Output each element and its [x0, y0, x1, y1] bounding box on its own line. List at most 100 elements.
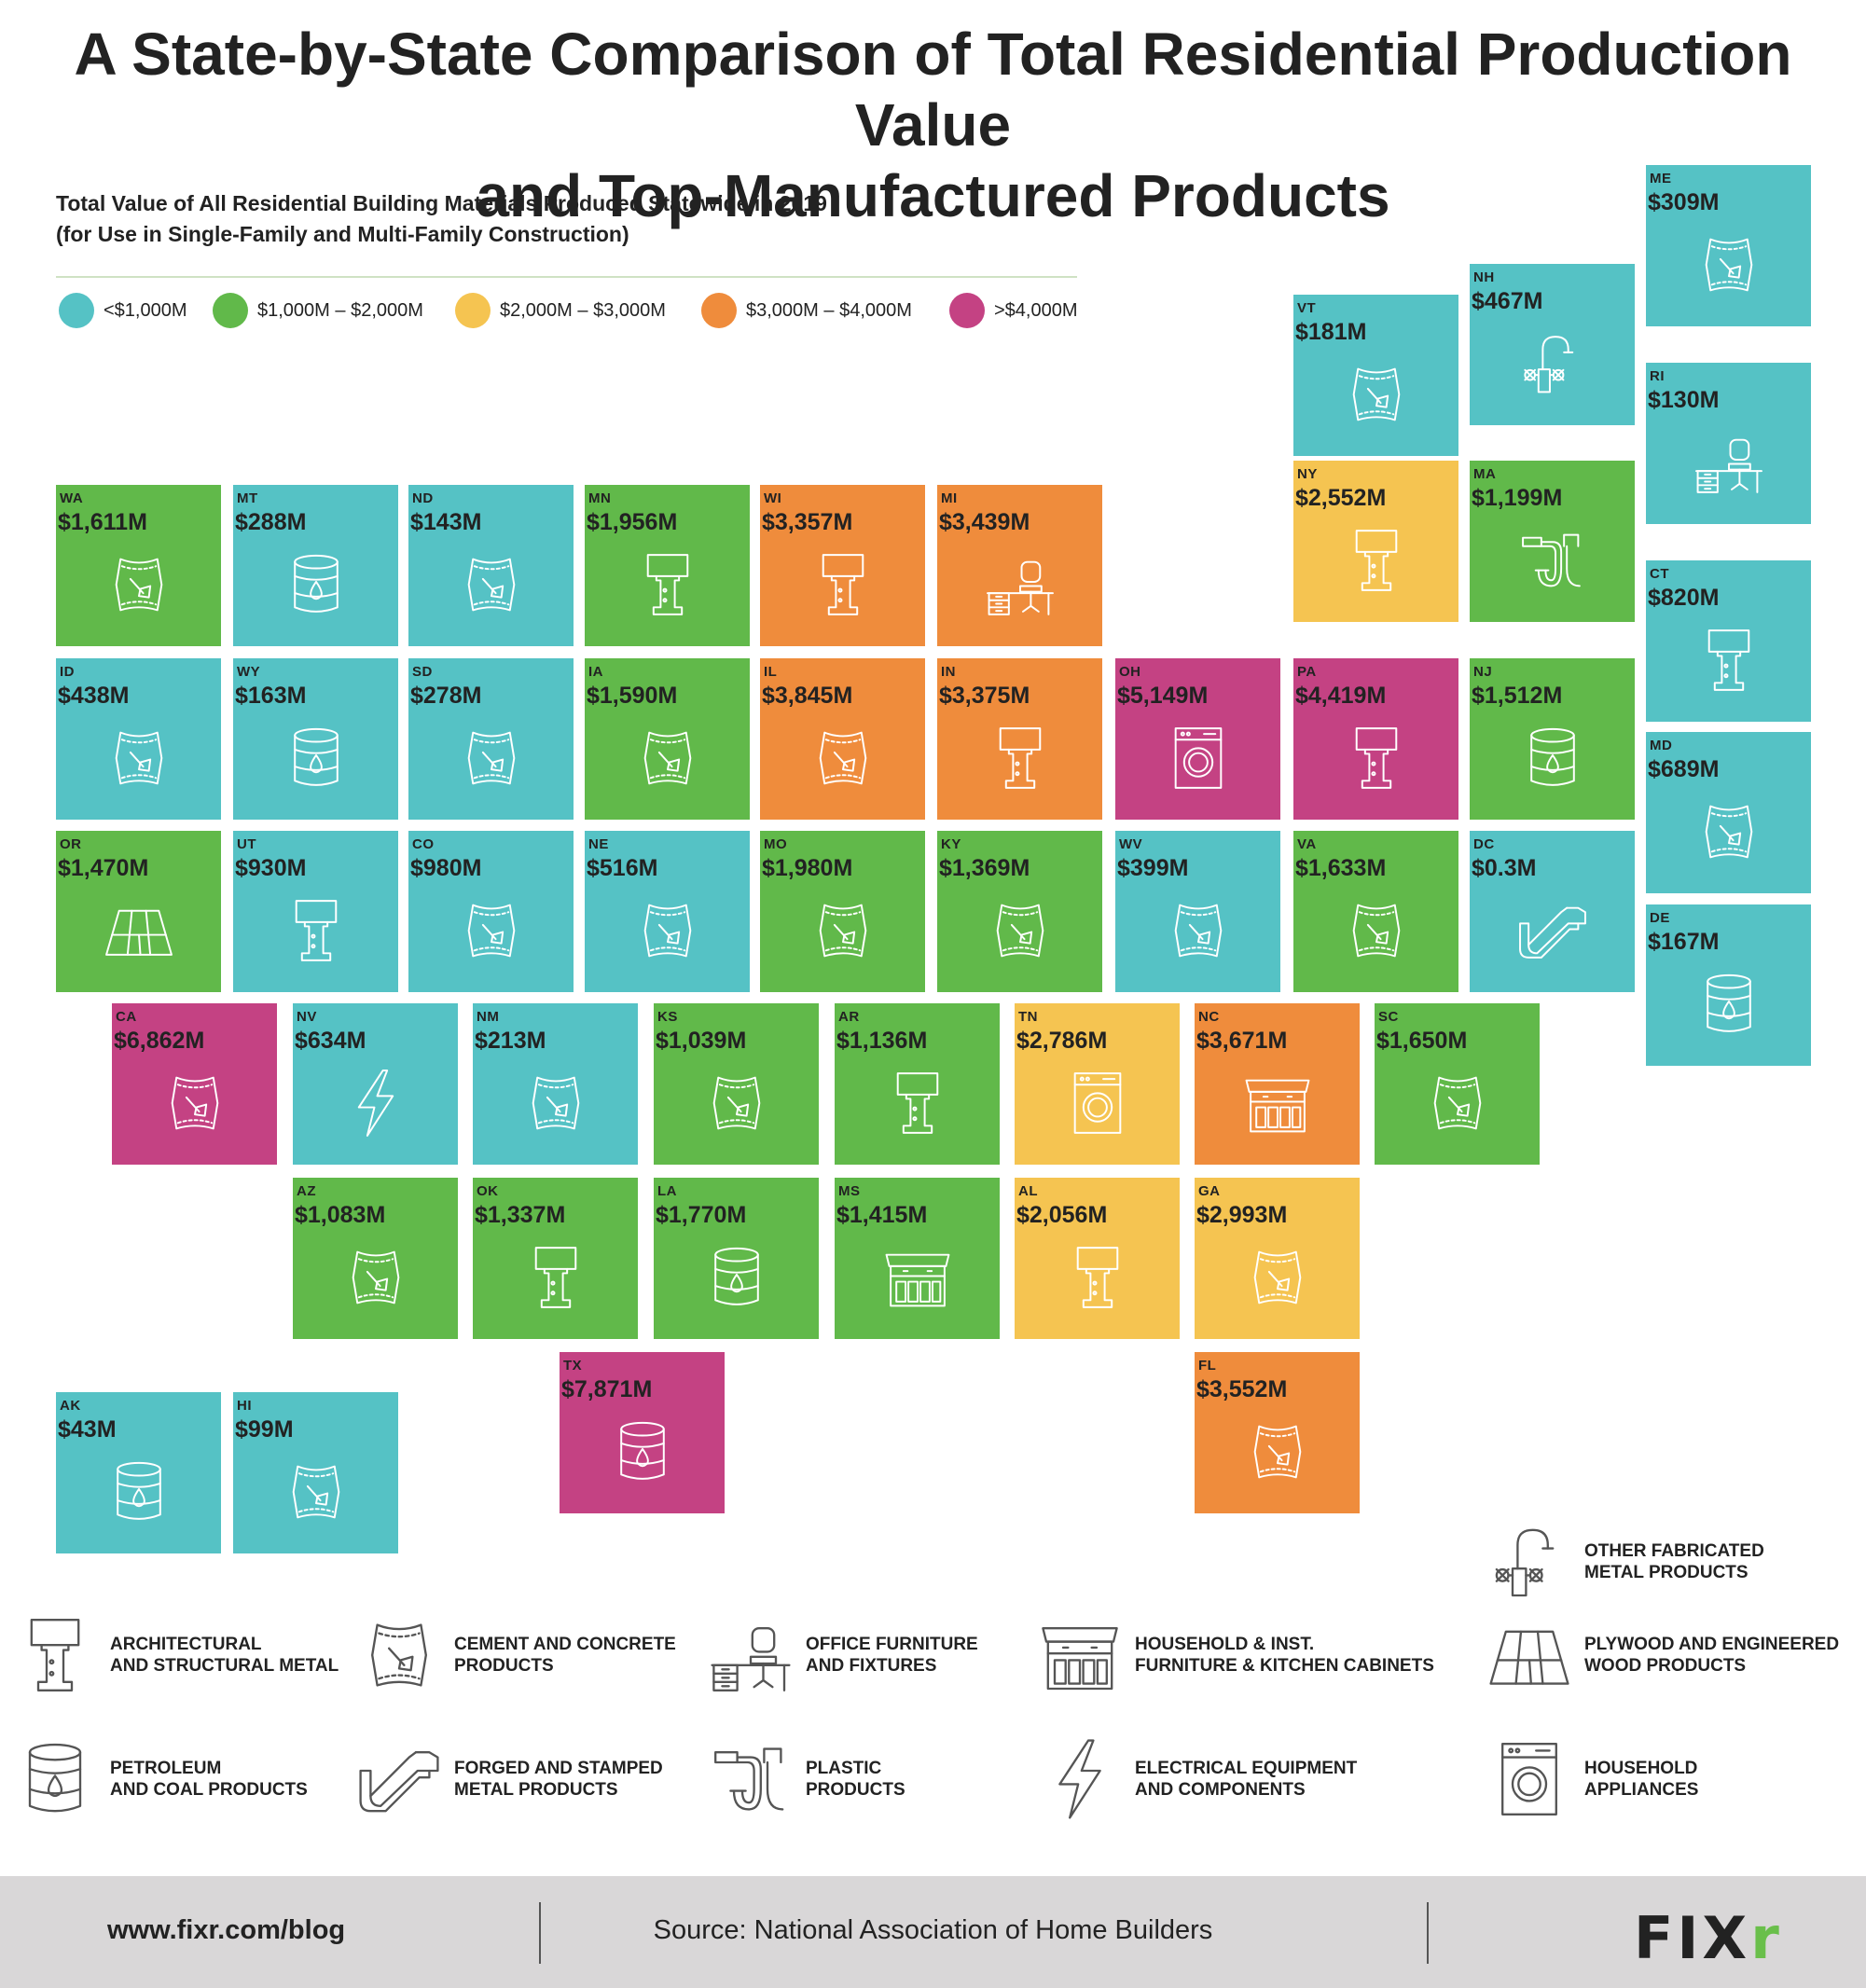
state-tile-me[interactable]: ME $309M — [1646, 165, 1811, 326]
state-tile-mi[interactable]: MI $3,439M — [937, 485, 1102, 646]
state-abbr: IL — [764, 664, 778, 680]
legend-label: $2,000M – $3,000M — [500, 299, 666, 321]
key-item-oil-barrel: PETROLEUM AND COAL PRODUCTS — [13, 1737, 308, 1821]
state-tile-nm[interactable]: NM $213M — [473, 1003, 638, 1165]
state-tile-nc[interactable]: NC $3,671M — [1195, 1003, 1360, 1165]
state-abbr: ND — [412, 490, 434, 506]
legend-swatch — [949, 293, 985, 328]
state-tile-ok[interactable]: OK $1,337M — [473, 1178, 638, 1339]
cement-bag-icon — [115, 558, 163, 612]
legend-label: >$4,000M — [994, 299, 1078, 321]
state-tile-vt[interactable]: VT $181M — [1293, 295, 1458, 456]
state-value: $5,149M — [1117, 683, 1209, 709]
state-tile-nv[interactable]: NV $634M — [293, 1003, 458, 1165]
state-tile-md[interactable]: MD $689M — [1646, 732, 1811, 893]
state-abbr: TN — [1018, 1009, 1038, 1025]
legend-label: <$1,000M — [104, 299, 187, 321]
state-tile-sd[interactable]: SD $278M — [408, 658, 574, 820]
state-abbr: WV — [1119, 836, 1143, 852]
state-tile-ks[interactable]: KS $1,039M — [654, 1003, 819, 1165]
footer-url[interactable]: www.fixr.com/blog — [107, 1915, 346, 1945]
state-tile-wv[interactable]: WV $399M — [1115, 831, 1280, 992]
state-value: $1,956M — [587, 509, 678, 535]
state-tile-mt[interactable]: MT $288M — [233, 485, 398, 646]
state-tile-co[interactable]: CO $980M — [408, 831, 574, 992]
state-tile-ia[interactable]: IA $1,590M — [585, 658, 750, 820]
state-tile-nd[interactable]: ND $143M — [408, 485, 574, 646]
state-tile-ne[interactable]: NE $516M — [585, 831, 750, 992]
state-value: $2,786M — [1016, 1028, 1108, 1054]
key-item-pipe: PLASTIC PRODUCTS — [709, 1737, 905, 1821]
state-tile-or[interactable]: OR $1,470M — [56, 831, 221, 992]
state-abbr: OR — [60, 836, 82, 852]
state-tile-ky[interactable]: KY $1,369M — [937, 831, 1102, 992]
footer: www.fixr.com/blog Source: National Assoc… — [0, 1876, 1866, 1988]
state-tile-dc[interactable]: DC $0.3M — [1470, 831, 1635, 992]
footer-divider — [1427, 1902, 1429, 1964]
state-tile-id[interactable]: ID $438M — [56, 658, 221, 820]
state-tile-ga[interactable]: GA $2,993M — [1195, 1178, 1360, 1339]
state-abbr: KY — [941, 836, 961, 852]
state-abbr: OK — [477, 1183, 499, 1199]
cabinet-icon — [885, 1253, 950, 1307]
state-tile-nh[interactable]: NH $467M — [1470, 264, 1635, 425]
state-value: $309M — [1648, 189, 1720, 215]
state-tile-ma[interactable]: MA $1,199M — [1470, 461, 1635, 622]
i-beam-icon — [646, 554, 689, 615]
state-tile-sc[interactable]: SC $1,650M — [1375, 1003, 1540, 1165]
state-value: $213M — [475, 1028, 546, 1054]
state-tile-tx[interactable]: TX $7,871M — [560, 1352, 725, 1513]
key-item-cabinet: HOUSEHOLD & INST. FURNITURE & KITCHEN CAB… — [1038, 1613, 1434, 1697]
state-tile-va[interactable]: VA $1,633M — [1293, 831, 1458, 992]
cement-bag-icon — [1433, 1076, 1482, 1130]
state-tile-ak[interactable]: AK $43M — [56, 1392, 221, 1553]
state-abbr: AL — [1018, 1183, 1038, 1199]
i-beam-icon — [534, 1247, 577, 1308]
state-tile-ny[interactable]: NY $2,552M — [1293, 461, 1458, 622]
state-tile-mo[interactable]: MO $1,980M — [760, 831, 925, 992]
state-tile-ca[interactable]: CA $6,862M — [112, 1003, 277, 1165]
state-tile-ms[interactable]: MS $1,415M — [835, 1178, 1000, 1339]
state-abbr: WI — [764, 490, 782, 506]
state-abbr: OH — [1119, 664, 1141, 680]
state-tile-ar[interactable]: AR $1,136M — [835, 1003, 1000, 1165]
state-value: $43M — [58, 1416, 117, 1443]
state-tile-nj[interactable]: NJ $1,512M — [1470, 658, 1635, 820]
state-tile-oh[interactable]: OH $5,149M — [1115, 658, 1280, 820]
channel-icon — [1519, 906, 1586, 959]
state-tile-fl[interactable]: FL $3,552M — [1195, 1352, 1360, 1513]
state-tile-in[interactable]: IN $3,375M — [937, 658, 1102, 820]
state-tile-mn[interactable]: MN $1,956M — [585, 485, 750, 646]
oil-barrel-icon — [294, 727, 339, 786]
legend-item: <$1,000M — [59, 293, 187, 328]
state-tile-pa[interactable]: PA $4,419M — [1293, 658, 1458, 820]
footer-source: Source: National Association of Home Bui… — [653, 1915, 1213, 1945]
state-tile-wi[interactable]: WI $3,357M — [760, 485, 925, 646]
state-abbr: MD — [1650, 738, 1673, 753]
key-item-washer: HOUSEHOLD APPLIANCES — [1487, 1737, 1698, 1821]
state-tile-ut[interactable]: UT $930M — [233, 831, 398, 992]
state-value: $99M — [235, 1416, 294, 1443]
state-tile-il[interactable]: IL $3,845M — [760, 658, 925, 820]
state-abbr: WA — [60, 490, 84, 506]
state-value: $3,439M — [939, 509, 1030, 535]
state-tile-la[interactable]: LA $1,770M — [654, 1178, 819, 1339]
state-tile-hi[interactable]: HI $99M — [233, 1392, 398, 1553]
faucet-icon — [1495, 1528, 1555, 1597]
state-tile-wa[interactable]: WA $1,611M — [56, 485, 221, 646]
title-line-2: and Top-Manufactured Products — [476, 162, 1390, 229]
key-label: HOUSEHOLD & INST. FURNITURE & KITCHEN CAB… — [1135, 1635, 1434, 1676]
key-item-plywood: PLYWOOD AND ENGINEERED WOOD PRODUCTS — [1487, 1613, 1839, 1697]
state-tile-tn[interactable]: TN $2,786M — [1015, 1003, 1180, 1165]
state-tile-ri[interactable]: RI $130M — [1646, 363, 1811, 524]
state-tile-de[interactable]: DE $167M — [1646, 904, 1811, 1066]
cement-bag-icon — [1253, 1250, 1302, 1305]
state-abbr: DC — [1473, 836, 1495, 852]
state-value: $181M — [1295, 319, 1367, 345]
state-tile-ct[interactable]: CT $820M — [1646, 560, 1811, 722]
state-tile-al[interactable]: AL $2,056M — [1015, 1178, 1180, 1339]
state-value: $516M — [587, 855, 658, 881]
oil-barrel-icon — [294, 554, 339, 613]
state-tile-az[interactable]: AZ $1,083M — [293, 1178, 458, 1339]
state-tile-wy[interactable]: WY $163M — [233, 658, 398, 820]
